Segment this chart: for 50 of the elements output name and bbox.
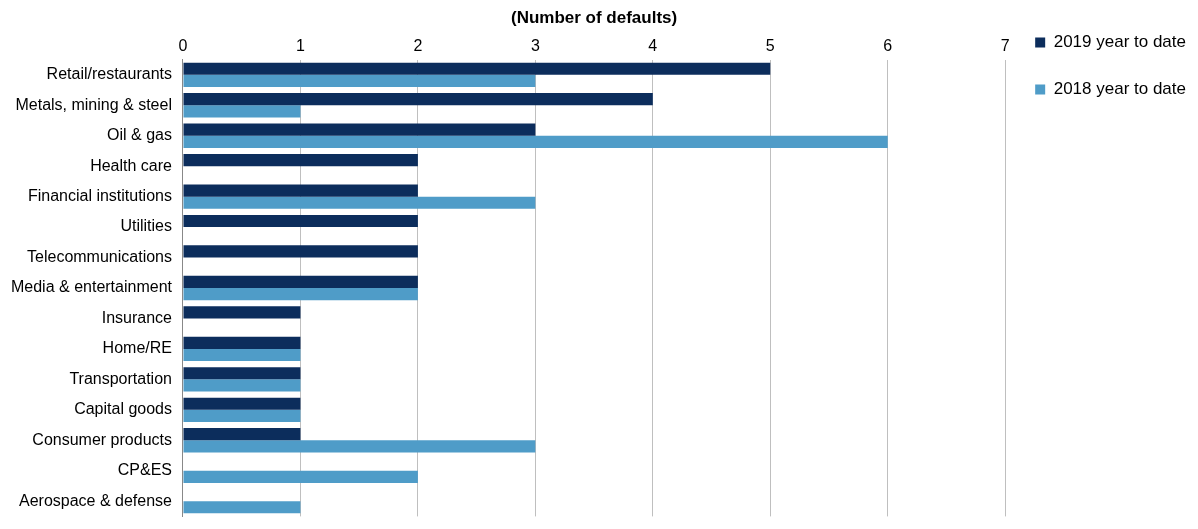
x-tick-label: 4 — [648, 37, 658, 55]
bar — [183, 214, 418, 228]
x-tick-label: 5 — [765, 37, 775, 55]
bar — [183, 379, 301, 392]
bar — [183, 135, 888, 148]
bar — [183, 367, 301, 380]
bar — [183, 440, 536, 453]
y-tick-label: Financial institutions — [27, 187, 172, 205]
bar — [183, 470, 418, 483]
y-tick-label: Oil & gas — [107, 126, 172, 144]
x-tick-label: 0 — [178, 37, 188, 55]
bar — [183, 123, 536, 136]
y-tick-label: Telecommunications — [27, 247, 172, 265]
bar — [183, 154, 418, 167]
bar — [183, 428, 301, 441]
x-axis-title: (Number of defaults) — [510, 7, 678, 27]
y-tick-label: Insurance — [101, 308, 173, 326]
legend-label: 2018 year to date — [1053, 79, 1187, 99]
y-tick-label: Aerospace & defense — [18, 491, 173, 509]
bar — [183, 62, 771, 75]
bar — [183, 397, 301, 410]
bar — [183, 196, 536, 209]
y-tick-label: Metals, mining & steel — [15, 95, 172, 113]
bar — [183, 409, 301, 422]
x-tick-label: 1 — [295, 37, 305, 55]
x-tick-label: 7 — [1000, 37, 1010, 55]
bar — [183, 184, 418, 197]
x-tick-label: 2 — [413, 37, 423, 55]
bar — [183, 306, 301, 319]
y-tick-label: Health care — [90, 156, 173, 174]
y-tick-label: Retail/restaurants — [46, 65, 172, 83]
bar — [183, 105, 301, 118]
x-tick-label: 6 — [883, 37, 893, 55]
bar — [183, 501, 301, 514]
bar — [183, 74, 536, 88]
y-tick-label: Home/RE — [102, 339, 172, 357]
y-tick-label: CP&ES — [117, 461, 172, 479]
bar — [183, 288, 418, 301]
y-tick-label: Consumer products — [32, 430, 172, 448]
bar — [183, 245, 418, 258]
bar — [183, 93, 653, 106]
y-tick-label: Transportation — [69, 369, 172, 387]
bar — [183, 336, 301, 349]
bar — [183, 275, 418, 288]
bar — [183, 348, 301, 362]
y-tick-label: Capital goods — [74, 400, 172, 418]
legend-label: 2019 year to date — [1053, 32, 1187, 52]
x-tick-label: 3 — [530, 37, 540, 55]
y-tick-label: Media & entertainment — [10, 278, 173, 296]
y-tick-label: Utilities — [120, 217, 172, 235]
